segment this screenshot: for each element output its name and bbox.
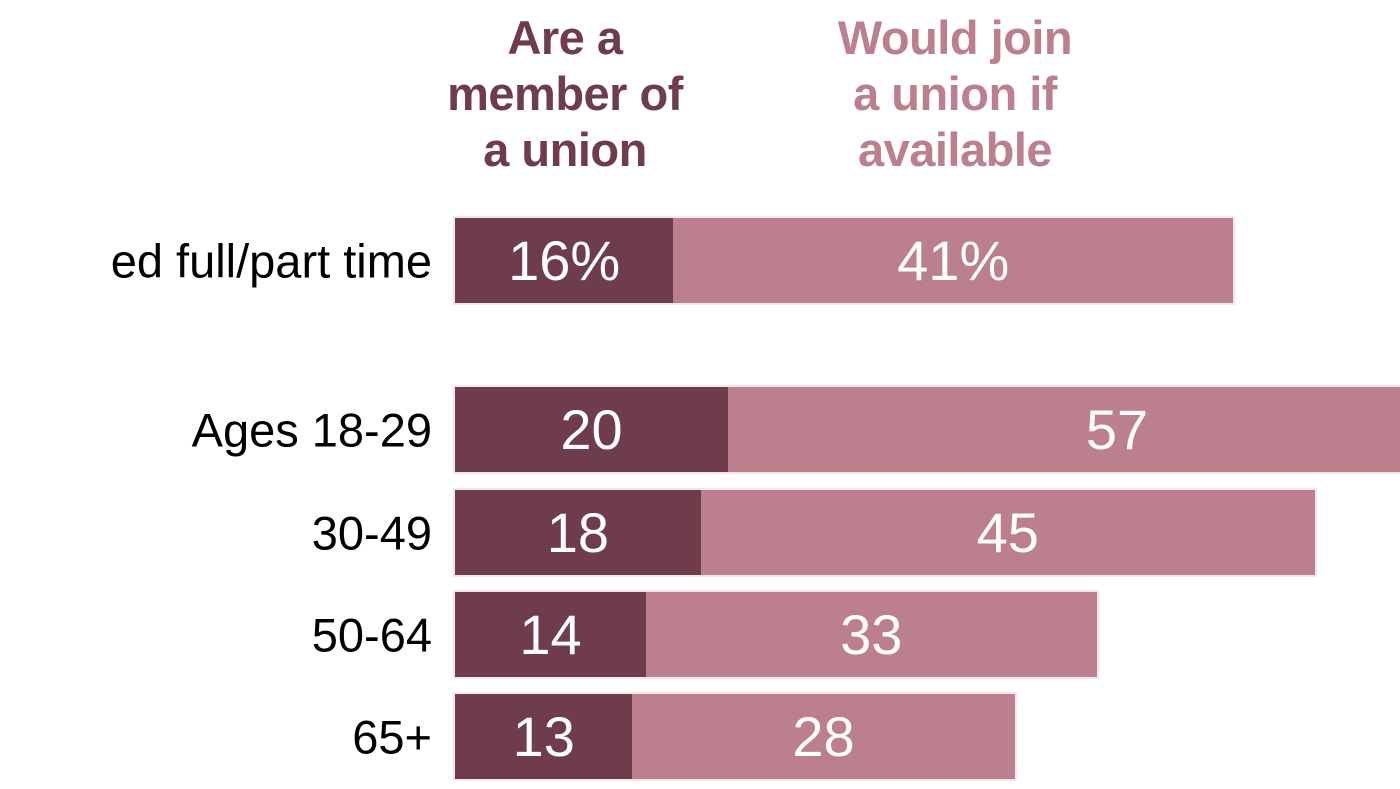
chart-row: Ages 18-29 20 57 xyxy=(0,387,1400,472)
category-label: 65+ xyxy=(352,710,432,763)
bar-value-label: 57 xyxy=(1085,397,1149,461)
chart-row: ed full/part time 16% 41% xyxy=(0,218,1400,303)
stacked-bar: 20 57 xyxy=(455,387,1400,472)
series-would-join-header: Would join a union if available xyxy=(837,11,1073,176)
bar-segment-member: 16% xyxy=(455,218,674,303)
bar-segment-member: 18 xyxy=(455,490,701,575)
series-member-header: Are a member of a union xyxy=(447,11,683,176)
category-label: 50-64 xyxy=(311,608,432,661)
bar-segment-would-join: 28 xyxy=(632,694,1015,779)
bar-value-label: 33 xyxy=(840,602,903,666)
category-label: 30-49 xyxy=(311,506,432,559)
bar-value-label: 20 xyxy=(560,397,623,461)
bar-segment-would-join: 57 xyxy=(728,387,1400,472)
bar-value-label: 41% xyxy=(897,228,1010,292)
chart-row: 50-64 14 33 xyxy=(0,592,1400,677)
bar-segment-member: 14 xyxy=(455,592,647,677)
chart-row: 30-49 18 45 xyxy=(0,490,1400,575)
category-label: ed full/part time xyxy=(110,234,432,287)
bar-value-label: 45 xyxy=(976,500,1039,564)
bar-segment-would-join: 41% xyxy=(673,218,1234,303)
bar-value-label: 16% xyxy=(508,228,621,292)
bar-value-label: 14 xyxy=(519,602,582,666)
bar-segment-member: 20 xyxy=(455,387,728,472)
bar-segment-member: 13 xyxy=(455,694,633,779)
bar-value-label: 28 xyxy=(792,704,855,768)
bar-value-label: 13 xyxy=(512,704,575,768)
stacked-bar: 13 28 xyxy=(455,694,1015,779)
stacked-bar: 18 45 xyxy=(455,490,1315,575)
category-label: Ages 18-29 xyxy=(191,403,432,456)
chart-row: 65+ 13 28 xyxy=(0,694,1400,779)
bar-segment-would-join: 33 xyxy=(646,592,1097,677)
bar-segment-would-join: 45 xyxy=(700,490,1315,575)
bar-value-label: 18 xyxy=(546,500,609,564)
stacked-bar: 16% 41% xyxy=(455,218,1234,303)
stacked-bar: 14 33 xyxy=(455,592,1097,677)
